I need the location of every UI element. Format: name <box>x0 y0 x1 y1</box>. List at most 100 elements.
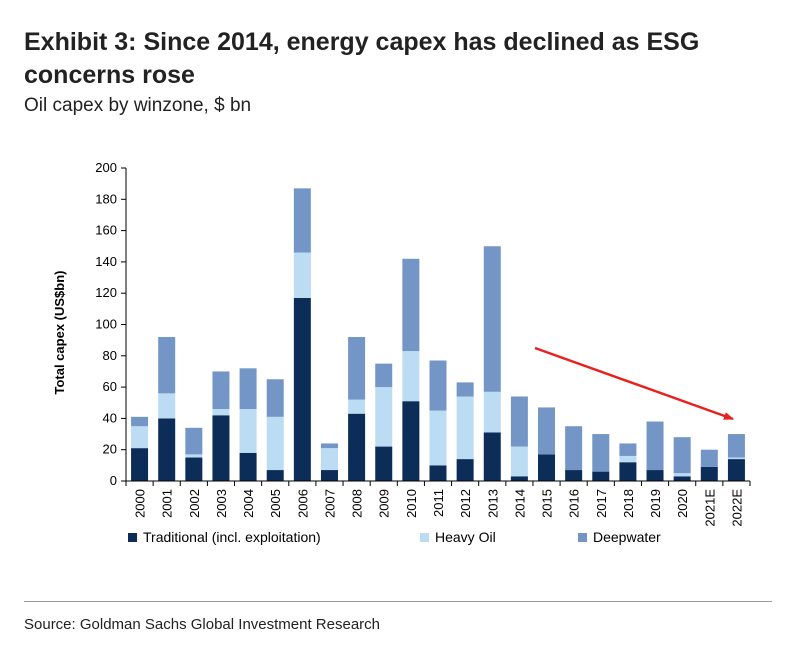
bar-segment-2000-traditional <box>131 448 149 481</box>
bar-segment-2007-deepwater <box>320 443 338 449</box>
bar-segment-2011-heavy-oil <box>429 410 447 466</box>
bar-segment-2016-traditional <box>565 470 583 481</box>
bar-segment-2013-deepwater <box>483 246 501 392</box>
bar-segment-2011-deepwater <box>429 360 447 411</box>
bar-segment-2006-heavy-oil <box>293 252 311 298</box>
y-tick-label: 20 <box>103 442 117 457</box>
y-tick-label: 140 <box>95 254 117 269</box>
bar-segment-2005-deepwater <box>266 379 284 417</box>
x-tick-label: 2019 <box>648 489 663 518</box>
bar-segment-2008-heavy-oil <box>348 399 366 414</box>
bar-segment-2021E-deepwater <box>700 449 718 467</box>
bar-segment-2002-traditional <box>185 457 203 481</box>
stacked-bar-chart: 0 20 40 60 80 100 120 140 160 180 200 2000 2001 2002 2… <box>52 160 751 545</box>
x-tick-label: 2015 <box>540 489 555 518</box>
bar-segment-2006-traditional <box>293 297 311 481</box>
y-tick-label: 60 <box>103 379 117 394</box>
source-note: Source: Goldman Sachs Global Investment … <box>24 616 381 633</box>
bar-segment-2007-traditional <box>320 470 338 481</box>
bar-segment-2010-heavy-oil <box>402 351 420 402</box>
bar-segment-2017-deepwater <box>592 434 610 472</box>
x-tick-label: 2007 <box>322 489 337 518</box>
bar-segment-2019-traditional <box>646 470 664 481</box>
legend-label-traditional: Traditional (incl. exploitation) <box>143 529 321 545</box>
bar-segment-2020-heavy-oil <box>673 473 691 477</box>
bar-segment-2020-deepwater <box>673 437 691 474</box>
y-tick-label: 100 <box>95 317 117 332</box>
bar-segment-2001-heavy-oil <box>158 393 176 419</box>
x-tick-label: 2022E <box>729 489 744 527</box>
x-tick-label: 2006 <box>295 489 310 518</box>
x-tick-label: 2014 <box>512 489 527 518</box>
bar-segment-2012-deepwater <box>456 382 474 397</box>
y-tick-label: 40 <box>103 410 117 425</box>
bar-segment-2022E-deepwater <box>727 434 745 458</box>
x-tick-label: 2018 <box>621 489 636 518</box>
x-tick-label: 2020 <box>675 489 690 518</box>
bar-segment-2003-heavy-oil <box>212 409 230 416</box>
bar-segment-2021E-traditional <box>700 466 718 481</box>
y-tick-label: 200 <box>95 160 117 175</box>
bar-segment-2018-heavy-oil <box>619 455 637 463</box>
bar-segment-2009-traditional <box>375 446 393 481</box>
bar-segment-2007-heavy-oil <box>320 448 338 471</box>
x-tick-label: 2002 <box>187 489 202 518</box>
bar-segment-2010-deepwater <box>402 258 420 352</box>
x-tick-label: 2011 <box>431 489 446 517</box>
bar-segment-2011-traditional <box>429 465 447 481</box>
bar-segment-2001-traditional <box>158 418 176 481</box>
bar-segment-2016-deepwater <box>565 426 583 471</box>
bar-segment-2022E-traditional <box>727 459 745 481</box>
x-tick-label: 2008 <box>350 489 365 518</box>
x-tick-label: 2021E <box>702 489 717 527</box>
axes-layer: 0 20 40 60 80 100 120 140 160 180 200 2000 2001 2002 2… <box>52 160 751 527</box>
legend: Traditional (incl. exploitation) Heavy Oi… <box>128 529 661 545</box>
chart-subtitle: Oil capex by winzone, $ bn <box>24 95 252 116</box>
legend-swatch-heavy-oil <box>420 533 429 542</box>
legend-label-heavy-oil: Heavy Oil <box>435 529 496 545</box>
bar-segment-2006-deepwater <box>293 188 311 253</box>
bar-segment-2019-deepwater <box>646 421 664 471</box>
chart-title: Exhibit 3: Since 2014, energy capex has … <box>24 28 700 89</box>
bar-segment-2005-heavy-oil <box>266 416 284 471</box>
bar-segment-2003-traditional <box>212 415 230 481</box>
x-tick-label: 2005 <box>268 489 283 518</box>
x-tick-label: 2013 <box>485 489 500 518</box>
bar-segment-2014-heavy-oil <box>510 446 528 477</box>
y-tick-label: 180 <box>95 191 117 206</box>
legend-swatch-deepwater <box>578 533 587 542</box>
bar-segment-2004-traditional <box>239 452 257 481</box>
bar-segment-2013-heavy-oil <box>483 391 501 433</box>
y-tick-label: 80 <box>103 348 117 363</box>
source-divider <box>24 601 772 602</box>
x-tick-label: 2016 <box>567 489 582 518</box>
bar-segment-2022E-heavy-oil <box>727 457 745 460</box>
bar-segment-2004-deepwater <box>239 368 257 410</box>
bar-segment-2012-traditional <box>456 459 474 481</box>
bar-segment-2005-traditional <box>266 470 284 481</box>
bar-segment-2018-traditional <box>619 462 637 481</box>
x-tick-label: 2004 <box>241 489 256 518</box>
bar-segment-2014-deepwater <box>510 396 528 447</box>
trend-arrow <box>534 346 734 421</box>
y-tick-label: 160 <box>95 223 117 238</box>
x-tick-label: 2017 <box>594 489 609 518</box>
bar-segment-2009-deepwater <box>375 363 393 388</box>
x-tick-label: 2009 <box>377 489 392 518</box>
bar-segment-2004-heavy-oil <box>239 409 257 453</box>
bar-segment-2018-deepwater <box>619 443 637 456</box>
bar-segment-2008-traditional <box>348 413 366 481</box>
bar-segment-2000-deepwater <box>131 416 149 427</box>
x-tick-label: 2010 <box>404 489 419 518</box>
bar-segment-2008-deepwater <box>348 337 366 400</box>
bar-segment-2003-deepwater <box>212 371 230 410</box>
bar-segment-2009-heavy-oil <box>375 387 393 447</box>
bar-segment-2015-traditional <box>538 454 556 481</box>
x-tick-label: 2001 <box>160 489 175 518</box>
trend-annotation <box>534 346 734 421</box>
bar-layer <box>131 188 745 481</box>
legend-swatch-traditional <box>128 533 137 542</box>
bar-segment-2013-traditional <box>483 432 501 481</box>
y-axis-title: Total capex (US$bn) <box>52 270 67 394</box>
x-tick-label: 2003 <box>214 489 229 518</box>
